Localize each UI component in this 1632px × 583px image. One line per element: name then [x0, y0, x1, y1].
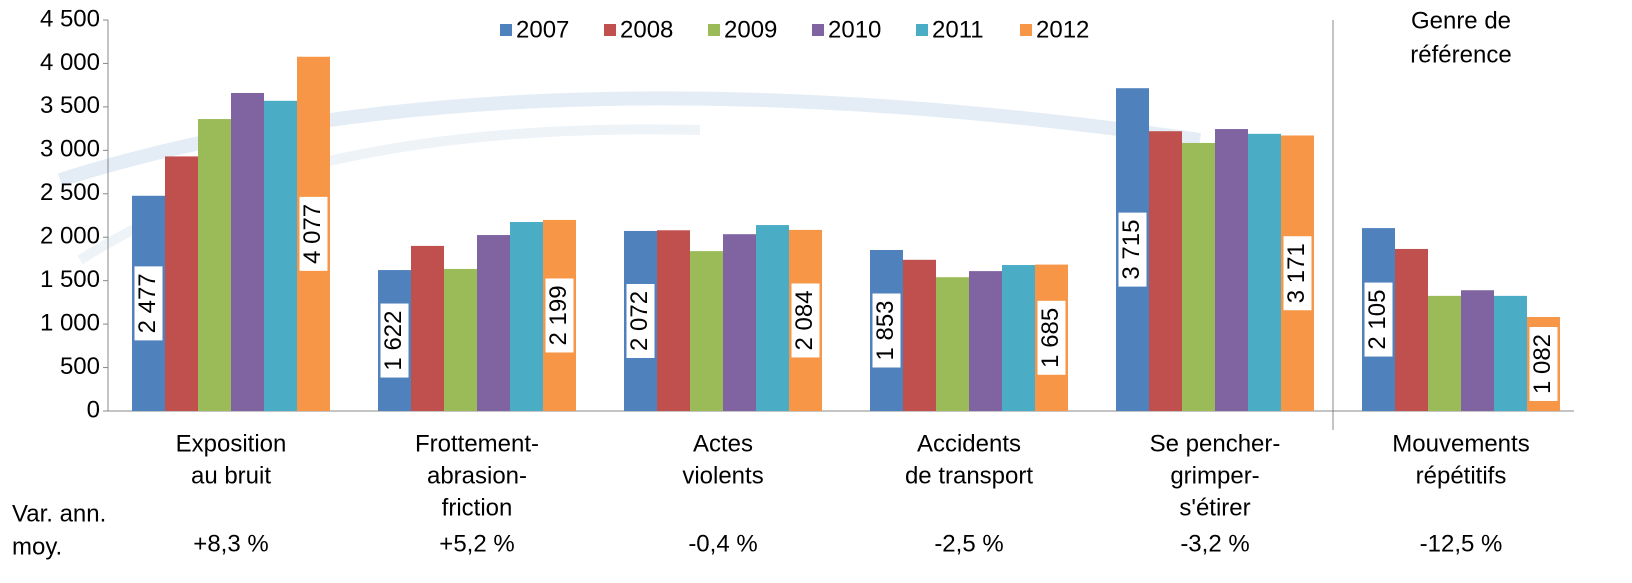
x-tick-label: Se pencher-	[1150, 430, 1281, 457]
x-tick-label: de transport	[905, 462, 1033, 489]
bar	[969, 271, 1002, 411]
bar	[903, 259, 936, 411]
bar	[231, 92, 264, 411]
reference-label: référence	[1410, 41, 1511, 68]
legend-label: 2010	[828, 16, 881, 43]
y-tick-label: 500	[60, 353, 100, 380]
value-label: 2 199	[545, 285, 572, 345]
var-value: +5,2 %	[439, 530, 514, 557]
x-tick-label: Accidents	[917, 430, 1021, 457]
x-tick-label: abrasion-	[427, 462, 527, 489]
value-label: 1 082	[1529, 334, 1556, 394]
bar	[444, 268, 477, 411]
bar	[1494, 295, 1527, 411]
bar	[1248, 133, 1281, 411]
x-tick-label: répétitifs	[1416, 462, 1507, 489]
y-tick-label: 3 000	[40, 136, 100, 163]
bar	[1215, 129, 1248, 411]
x-tick-label: grimper-	[1170, 462, 1259, 489]
value-label-bg	[1364, 282, 1393, 357]
value-label-bg	[134, 266, 163, 341]
legend-label: 2012	[1036, 16, 1089, 43]
value-label-bg	[1118, 212, 1147, 287]
legend-swatch	[500, 24, 512, 36]
y-tick-label: 2 000	[40, 223, 100, 250]
value-label: 1 622	[380, 311, 407, 371]
x-tick-label: Actes	[693, 430, 753, 457]
value-label-bg	[1283, 236, 1312, 311]
var-label: moy.	[12, 533, 62, 560]
value-label: 4 077	[299, 204, 326, 264]
value-label-bg	[299, 196, 328, 271]
bar	[657, 230, 690, 411]
var-label: Var. ann.	[12, 500, 106, 527]
bar	[264, 100, 297, 411]
x-tick-label: Exposition	[176, 430, 287, 457]
var-value: -12,5 %	[1420, 530, 1503, 557]
var-value: +8,3 %	[193, 530, 268, 557]
bar	[1182, 142, 1215, 411]
bar	[198, 119, 231, 411]
value-label: 2 084	[791, 290, 818, 350]
y-tick-label: 0	[87, 396, 100, 423]
x-tick-label: violents	[682, 462, 763, 489]
value-label-bg	[545, 278, 574, 353]
legend-label: 2011	[932, 16, 984, 43]
x-tick-label: s'étirer	[1179, 494, 1250, 521]
background-swoosh	[57, 91, 1201, 187]
x-tick-label: Frottement-	[415, 430, 539, 457]
y-tick-label: 1 000	[40, 309, 100, 336]
legend-swatch	[604, 24, 616, 36]
bar	[723, 234, 756, 411]
value-label-bg	[626, 283, 655, 358]
bar	[1149, 131, 1182, 411]
reference-label: Genre de	[1411, 7, 1511, 34]
legend-swatch	[708, 24, 720, 36]
y-tick-label: 4 000	[40, 49, 100, 76]
bar	[690, 251, 723, 411]
value-label: 2 072	[626, 291, 653, 351]
bar	[477, 235, 510, 411]
value-label: 2 105	[1364, 290, 1391, 350]
legend-swatch	[916, 24, 928, 36]
legend-swatch	[812, 24, 824, 36]
value-label: 2 477	[134, 273, 161, 333]
bar	[1461, 290, 1494, 411]
x-tick-label: au bruit	[191, 462, 271, 489]
value-label-bg	[791, 283, 820, 358]
legend-swatch	[1020, 24, 1032, 36]
value-label: 1 685	[1037, 308, 1064, 368]
legend-label: 2008	[620, 16, 673, 43]
value-label-bg	[872, 293, 901, 368]
var-value: -0,4 %	[688, 530, 757, 557]
value-label: 3 171	[1283, 243, 1310, 303]
x-tick-label: Mouvements	[1392, 430, 1529, 457]
bar	[1395, 248, 1428, 411]
y-tick-label: 3 500	[40, 92, 100, 119]
var-value: -3,2 %	[1180, 530, 1249, 557]
value-label-bg	[1529, 326, 1558, 401]
bar	[510, 222, 543, 411]
x-tick-label: friction	[442, 494, 513, 521]
bar	[1428, 295, 1461, 411]
bar	[165, 156, 198, 411]
bar	[1002, 265, 1035, 411]
value-label: 3 715	[1118, 220, 1145, 280]
var-value: -2,5 %	[934, 530, 1003, 557]
y-tick-label: 4 500	[40, 5, 100, 32]
legend-label: 2009	[724, 16, 777, 43]
value-label-bg	[1037, 300, 1066, 375]
bar	[936, 277, 969, 411]
legend-label: 2007	[516, 16, 569, 43]
y-tick-label: 1 500	[40, 266, 100, 293]
bar	[411, 245, 444, 411]
value-label-bg	[380, 303, 409, 378]
bar	[756, 225, 789, 411]
y-tick-label: 2 500	[40, 179, 100, 206]
value-label: 1 853	[872, 300, 899, 360]
